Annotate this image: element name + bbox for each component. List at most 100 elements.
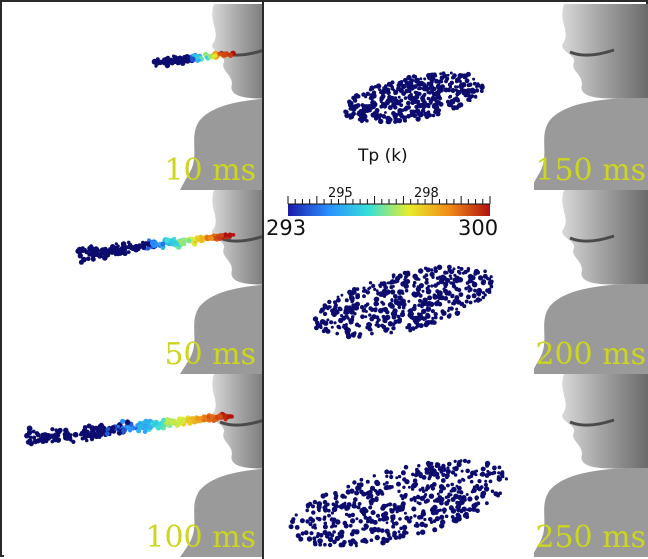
- particle: [343, 495, 347, 499]
- particle: [424, 280, 429, 285]
- particle: [422, 100, 427, 106]
- particle: [346, 505, 351, 510]
- particle: [228, 53, 234, 58]
- particle: [369, 501, 374, 506]
- particle: [467, 475, 471, 480]
- particle: [437, 79, 442, 84]
- particle: [374, 108, 380, 113]
- particle: [452, 299, 458, 304]
- particle: [364, 95, 368, 99]
- particle: [126, 240, 131, 245]
- particle: [402, 115, 407, 121]
- particle: [381, 114, 387, 119]
- particle: [387, 105, 393, 111]
- particle: [375, 315, 380, 320]
- particle: [471, 88, 477, 94]
- particle: [312, 499, 318, 505]
- particle: [471, 280, 475, 284]
- particle: [331, 506, 338, 513]
- particle: [387, 116, 391, 120]
- particle: [371, 283, 376, 288]
- particle: [171, 420, 176, 425]
- particle: [477, 479, 482, 484]
- particle: [380, 323, 385, 328]
- particle: [335, 519, 341, 525]
- particle: [390, 85, 394, 89]
- particle: [447, 300, 451, 304]
- particle: [316, 507, 321, 512]
- particle: [425, 267, 431, 273]
- particle: [402, 477, 407, 482]
- particle: [327, 542, 333, 548]
- particle: [380, 300, 384, 304]
- particle: [391, 524, 396, 529]
- particle: [55, 437, 62, 443]
- particle: [365, 108, 370, 113]
- particle: [370, 103, 374, 108]
- particle: [328, 536, 334, 543]
- particle: [121, 249, 127, 256]
- particle: [80, 431, 86, 436]
- particle: [351, 303, 356, 308]
- particle: [326, 305, 331, 310]
- particle: [448, 94, 453, 99]
- particle: [313, 541, 318, 547]
- particle: [449, 71, 453, 75]
- particle: [350, 512, 355, 518]
- particle: [421, 475, 427, 480]
- particle: [312, 536, 317, 541]
- particle: [357, 334, 362, 339]
- particle: [306, 536, 313, 542]
- particle: [459, 490, 463, 494]
- particle: [456, 310, 461, 315]
- particle: [460, 469, 464, 473]
- particle: [356, 482, 361, 487]
- particle: [178, 239, 184, 244]
- particle: [422, 275, 427, 279]
- particle: [394, 521, 399, 526]
- particle: [345, 489, 351, 495]
- particle: [390, 298, 394, 302]
- particle: [425, 312, 430, 318]
- particle: [354, 322, 360, 327]
- particle: [411, 506, 417, 512]
- particle: [334, 493, 339, 498]
- particle: [441, 472, 446, 477]
- particle: [319, 309, 323, 314]
- particle: [471, 293, 477, 299]
- particle: [466, 294, 471, 300]
- particle: [27, 438, 32, 443]
- particle: [370, 112, 376, 118]
- particle: [370, 331, 374, 336]
- particle-cloud: [312, 264, 494, 340]
- particle: [444, 277, 451, 283]
- particle: [490, 489, 495, 494]
- particle: [204, 55, 208, 59]
- particle: [312, 316, 319, 322]
- particle: [413, 524, 418, 528]
- particle: [413, 90, 417, 94]
- particle: [412, 280, 417, 285]
- particle: [374, 497, 379, 502]
- particle: [404, 288, 409, 293]
- particle: [479, 84, 485, 90]
- particle: [481, 295, 486, 300]
- particle: [182, 242, 187, 247]
- particle: [378, 113, 383, 118]
- particle: [421, 308, 427, 315]
- particle: [452, 267, 456, 271]
- particle: [429, 101, 433, 105]
- particle: [349, 295, 355, 302]
- particle: [454, 85, 457, 89]
- colorbar-gradient: [288, 204, 490, 216]
- particle: [382, 86, 387, 91]
- particle: [56, 431, 60, 435]
- particle: [146, 246, 151, 251]
- particle: [388, 280, 394, 285]
- particle: [490, 279, 494, 284]
- particle: [157, 59, 163, 65]
- particle: [342, 325, 346, 329]
- particle: [75, 248, 81, 254]
- particle: [341, 315, 347, 321]
